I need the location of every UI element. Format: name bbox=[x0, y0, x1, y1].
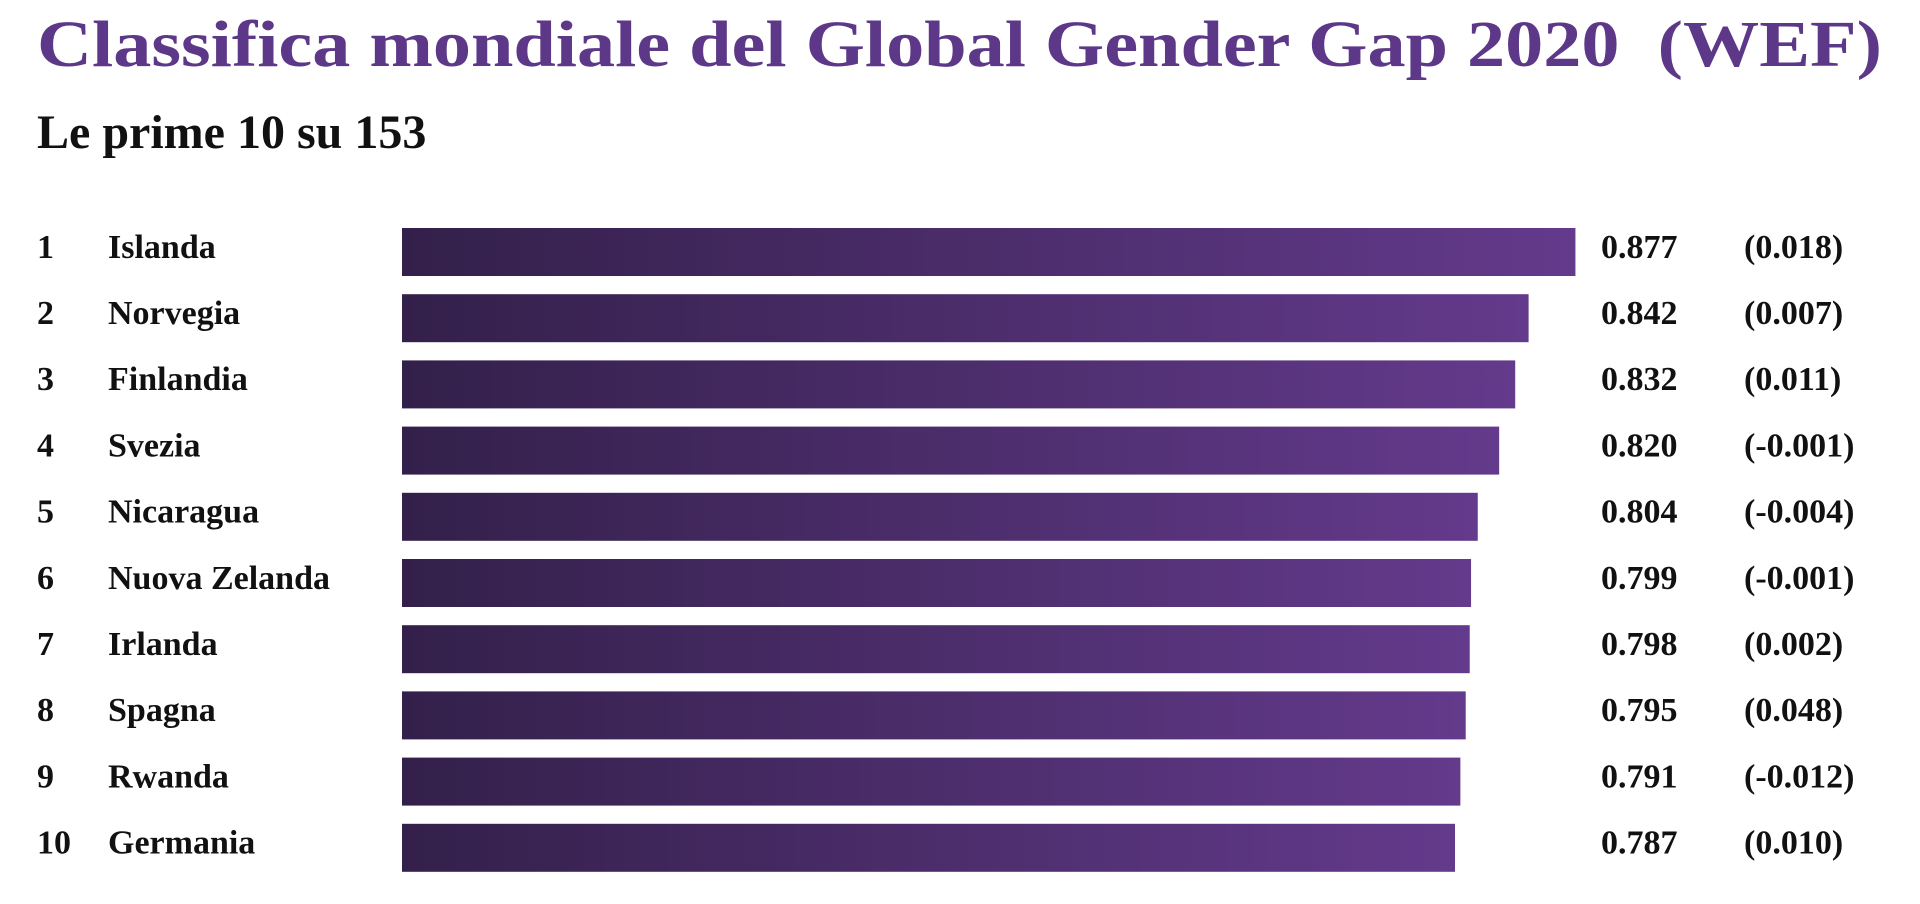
rank-label: 10 bbox=[37, 825, 71, 862]
value-label: 0.842 bbox=[1601, 295, 1678, 332]
change-label: (0.007) bbox=[1744, 295, 1843, 332]
change-label: (-0.001) bbox=[1744, 560, 1854, 597]
bar bbox=[402, 823, 1456, 872]
category-label: Norvegia bbox=[108, 295, 240, 332]
rank-label: 6 bbox=[37, 560, 54, 597]
rank-label: 7 bbox=[37, 626, 54, 663]
value-label: 0.820 bbox=[1601, 427, 1678, 464]
value-label: 0.799 bbox=[1601, 560, 1678, 597]
category-label: Spagna bbox=[108, 692, 216, 729]
bar bbox=[402, 426, 1500, 475]
change-label: (0.018) bbox=[1744, 229, 1843, 266]
value-label: 0.791 bbox=[1601, 758, 1678, 795]
category-label: Germania bbox=[108, 825, 255, 862]
category-label: Irlanda bbox=[108, 626, 218, 663]
change-label: (0.011) bbox=[1744, 361, 1841, 398]
chart-subtitle: Le prime 10 su 153 bbox=[37, 106, 426, 159]
rank-label: 9 bbox=[37, 758, 54, 795]
rank-label: 3 bbox=[37, 361, 54, 398]
bar bbox=[402, 625, 1470, 674]
value-label: 0.832 bbox=[1601, 361, 1678, 398]
rank-label: 1 bbox=[37, 229, 54, 266]
change-label: (0.010) bbox=[1744, 825, 1843, 862]
change-label: (-0.012) bbox=[1744, 758, 1854, 795]
rank-label: 8 bbox=[37, 692, 54, 729]
bar bbox=[402, 228, 1576, 276]
bar bbox=[402, 757, 1461, 806]
bar bbox=[402, 691, 1466, 740]
value-label: 0.787 bbox=[1601, 825, 1678, 862]
category-label: Islanda bbox=[108, 229, 216, 266]
change-label: (0.002) bbox=[1744, 626, 1843, 663]
bar bbox=[402, 492, 1478, 541]
value-label: 0.877 bbox=[1601, 229, 1678, 266]
bar bbox=[402, 360, 1516, 409]
category-label: Nuova Zelanda bbox=[108, 560, 330, 597]
value-label: 0.804 bbox=[1601, 494, 1678, 531]
change-label: (-0.004) bbox=[1744, 494, 1854, 531]
rank-label: 4 bbox=[37, 427, 54, 464]
value-label: 0.798 bbox=[1601, 626, 1678, 663]
category-label: Rwanda bbox=[108, 758, 229, 795]
bar bbox=[402, 294, 1529, 343]
bar bbox=[402, 559, 1472, 607]
chart-title: Classifica mondiale del Global Gender Ga… bbox=[37, 8, 1882, 81]
change-label: (-0.001) bbox=[1744, 427, 1854, 464]
change-label: (0.048) bbox=[1744, 692, 1843, 729]
category-label: Svezia bbox=[108, 427, 201, 464]
rank-label: 2 bbox=[37, 295, 54, 332]
rank-label: 5 bbox=[37, 494, 54, 531]
value-label: 0.795 bbox=[1601, 692, 1678, 729]
category-label: Nicaragua bbox=[108, 494, 259, 531]
category-label: Finlandia bbox=[108, 361, 248, 398]
